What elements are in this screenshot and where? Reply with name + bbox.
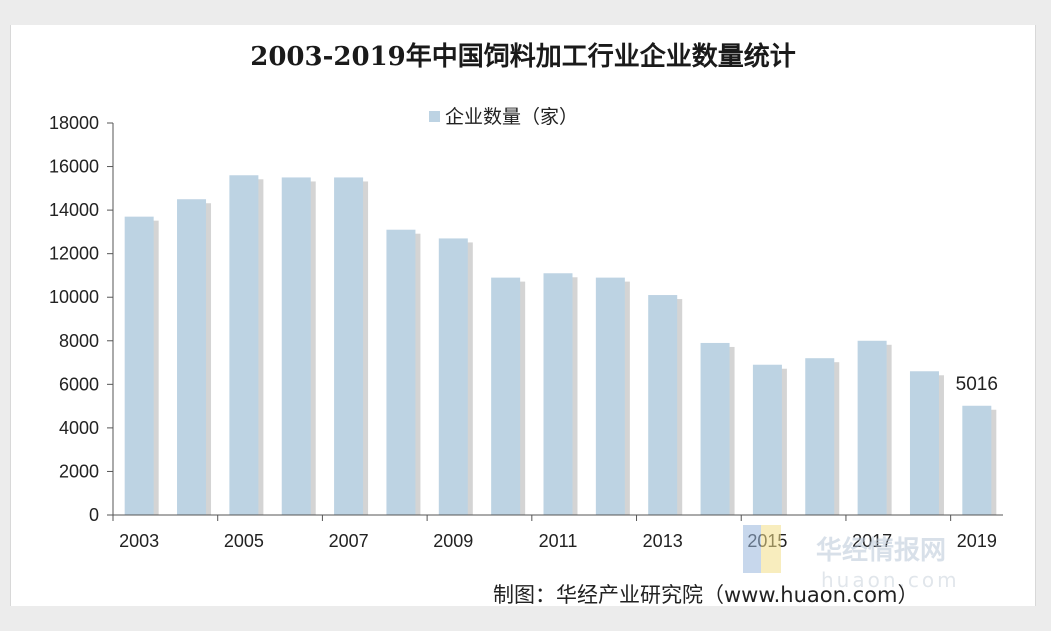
bar	[648, 295, 678, 515]
bar	[177, 199, 207, 515]
bar	[491, 277, 521, 515]
y-tick-label: 2000	[59, 461, 99, 481]
bar	[229, 175, 259, 515]
x-tick-label: 2013	[643, 531, 683, 551]
legend-label: 企业数量（家）	[445, 106, 578, 128]
x-tick-label: 2005	[224, 531, 264, 551]
bar-chart: 2003-2019年中国饲料加工行业企业数量统计 企业数量（家） 0 2000 40…	[49, 41, 1003, 606]
data-label: 5016	[956, 374, 998, 395]
x-tick-label: 2009	[433, 531, 473, 551]
y-tick-label: 10000	[49, 287, 99, 307]
watermark: 华经情报网 huaon.com	[743, 525, 960, 592]
x-tick-label: 2003	[119, 531, 159, 551]
bar	[700, 342, 730, 515]
data-labels: 5016	[956, 374, 998, 395]
bar	[962, 405, 992, 515]
legend: 企业数量（家）	[429, 106, 578, 128]
watermark-logo-accent	[761, 525, 781, 573]
bar	[124, 216, 154, 515]
bar	[281, 177, 311, 515]
x-tick-label: 2007	[329, 531, 369, 551]
bar	[386, 229, 416, 515]
bar	[752, 364, 782, 515]
bar	[909, 371, 939, 515]
bar	[595, 277, 625, 515]
bar	[438, 238, 468, 515]
y-tick-label: 8000	[59, 331, 99, 351]
chart-frame: 2003-2019年中国饲料加工行业企业数量统计 企业数量（家） 0 2000 40…	[10, 25, 1036, 606]
bars	[124, 175, 997, 515]
x-tick-label: 2019	[957, 531, 997, 551]
source-note: 制图：华经产业研究院（www.huaon.com）	[493, 583, 918, 606]
watermark-text: 华经情报网	[816, 535, 946, 566]
watermark-subtext: huaon.com	[821, 568, 960, 592]
y-tick-label: 16000	[49, 157, 99, 177]
bar	[805, 358, 835, 515]
watermark-logo	[743, 525, 761, 573]
y-tick-label: 0	[89, 505, 99, 525]
x-tick-label: 2011	[539, 531, 578, 551]
y-tick-label: 6000	[59, 374, 99, 394]
bar	[543, 273, 573, 515]
bar	[857, 340, 887, 515]
y-axis: 0 2000 4000 6000 8000 10000 12000 14000 16000 180…	[49, 113, 114, 525]
y-tick-label: 4000	[59, 418, 99, 438]
y-tick-label: 14000	[49, 200, 99, 220]
legend-swatch	[429, 111, 440, 122]
y-tick-label: 18000	[49, 113, 99, 133]
x-tick-label: 2017	[852, 531, 892, 551]
chart-title: 2003-2019年中国饲料加工行业企业数量统计	[250, 41, 796, 72]
y-tick-label: 12000	[49, 244, 99, 264]
bar	[334, 177, 364, 515]
